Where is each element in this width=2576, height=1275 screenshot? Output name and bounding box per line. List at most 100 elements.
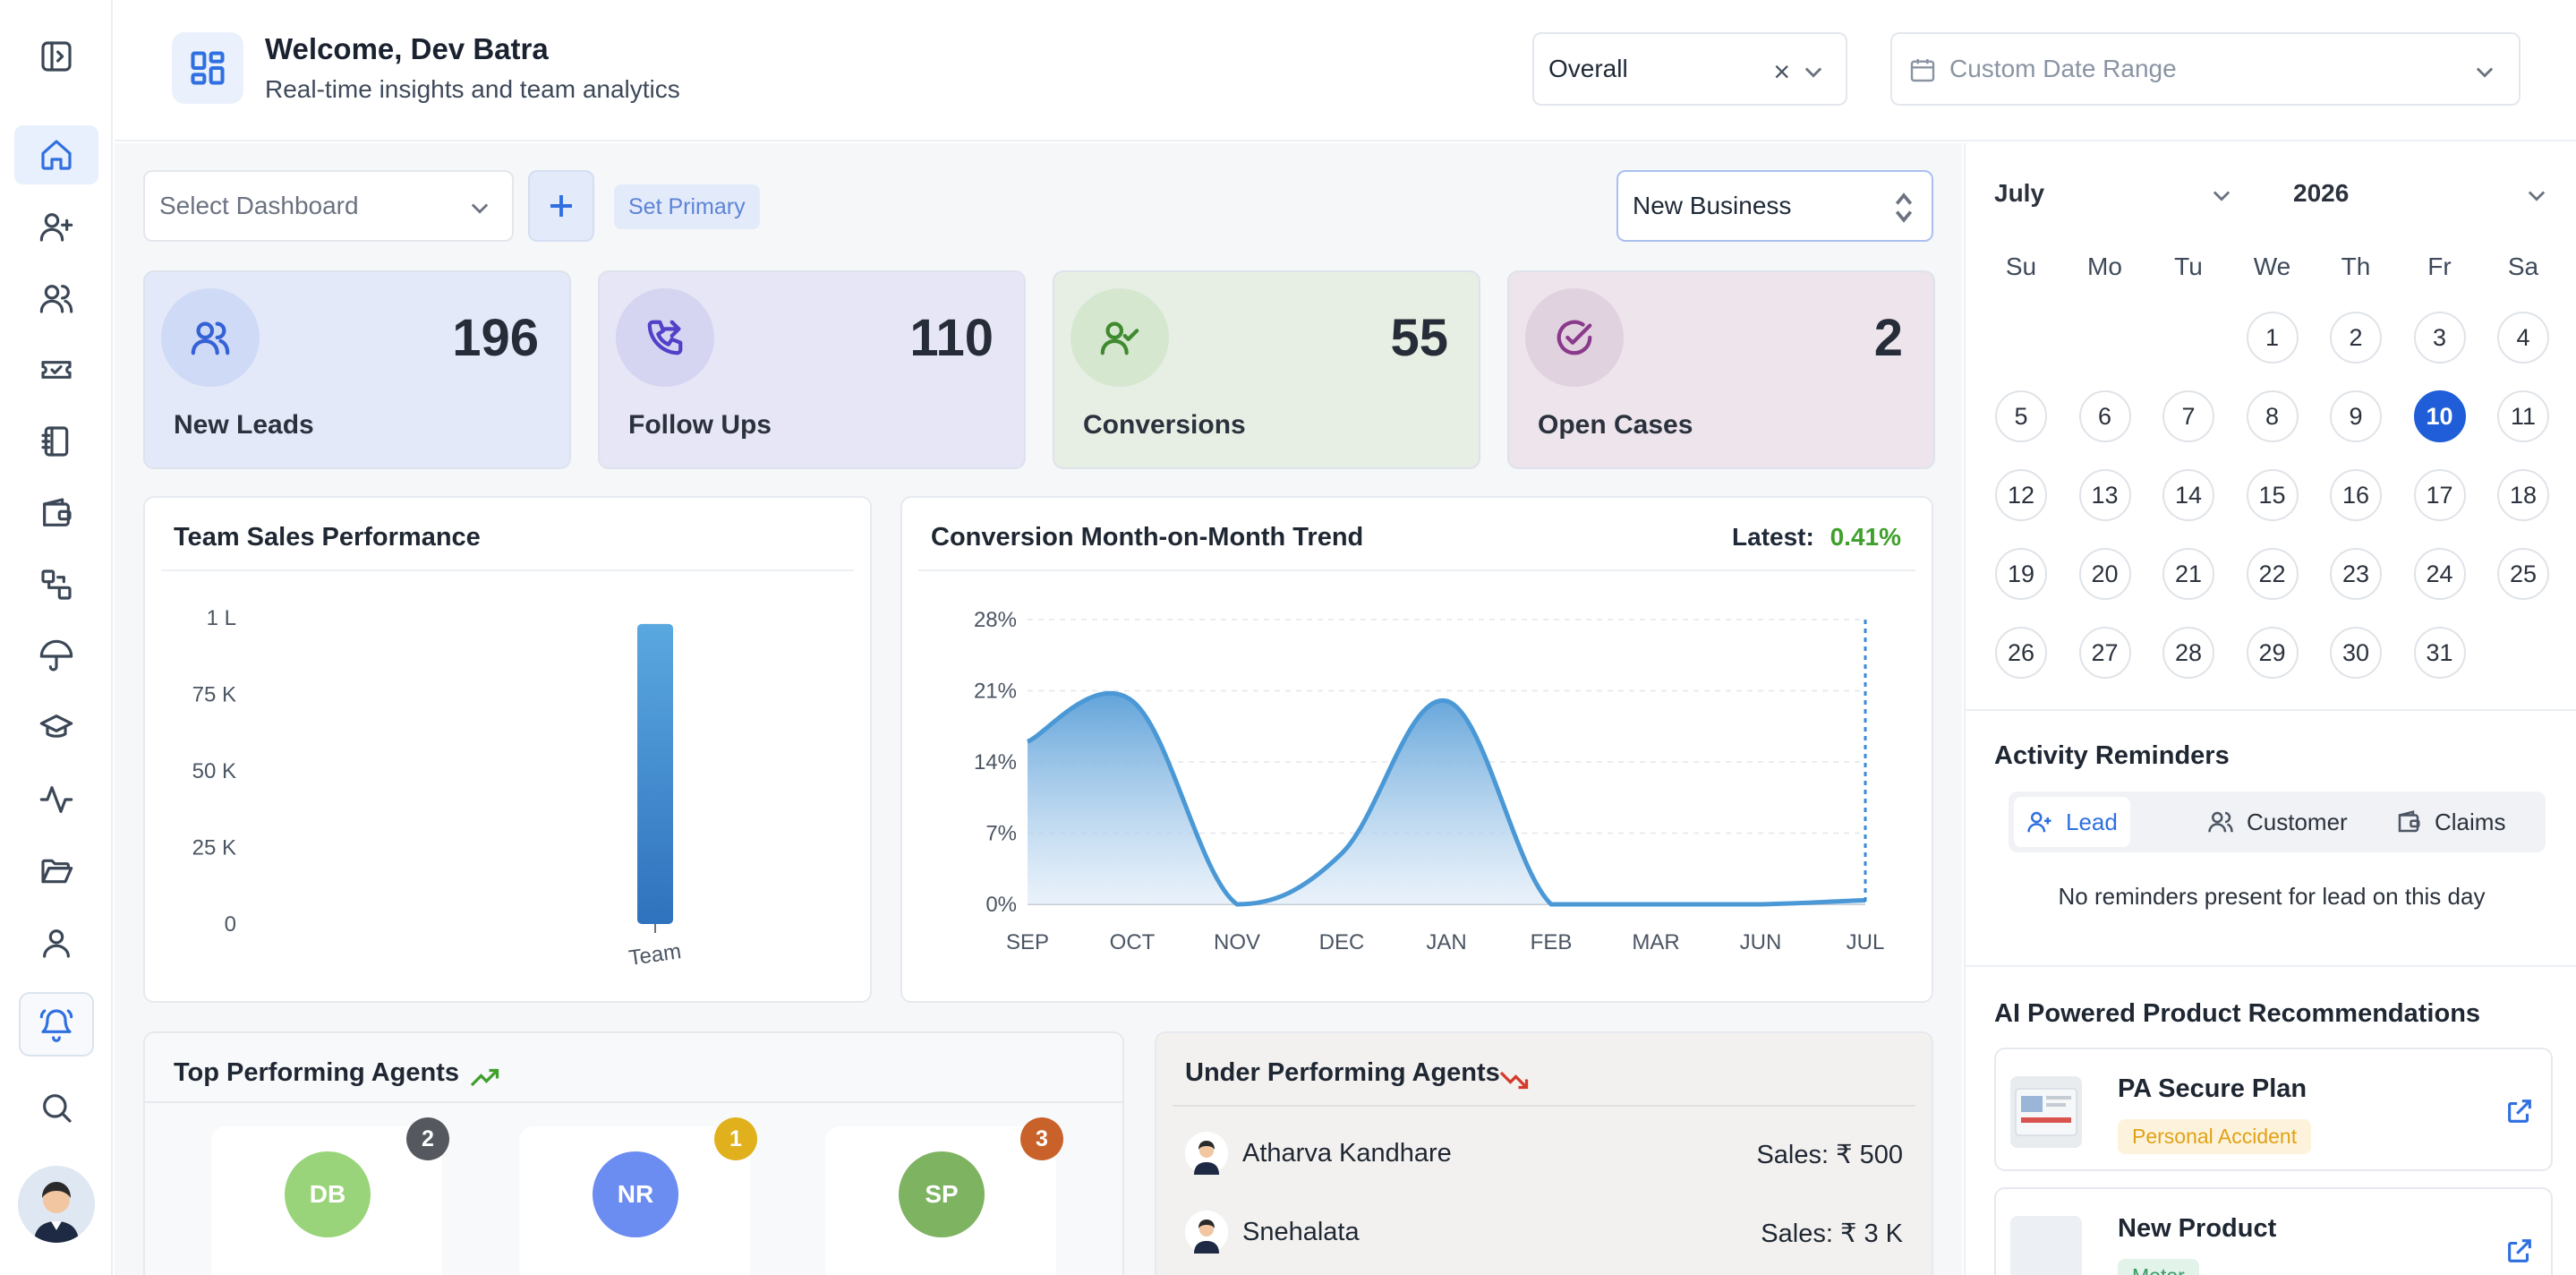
sidebar-item-tickets[interactable] — [14, 340, 98, 399]
product-card[interactable]: New Product Motor — [1994, 1187, 2553, 1275]
users-icon — [2208, 811, 2233, 833]
clear-icon[interactable]: × — [1773, 56, 1790, 88]
stat-card-open-cases[interactable]: 2 Open Cases — [1507, 270, 1935, 469]
sidebar-item-profile[interactable] — [14, 913, 98, 972]
calendar-day[interactable]: 4 — [2497, 312, 2549, 364]
phone-forward-icon — [616, 288, 714, 387]
calendar-day[interactable]: 2 — [2330, 312, 2382, 364]
sidebar-item-search[interactable] — [14, 1078, 98, 1137]
calendar-day[interactable]: 5 — [1995, 390, 2047, 442]
x-tick-label: DEC — [1319, 930, 1365, 954]
add-dashboard-button[interactable] — [528, 170, 594, 242]
calendar-day[interactable]: 20 — [2078, 548, 2131, 600]
tab-lead[interactable]: Lead — [2014, 797, 2130, 847]
sidebar-item-insurance[interactable] — [14, 627, 98, 686]
sidebar-item-team[interactable] — [14, 269, 98, 328]
under-agent-row[interactable]: Snehalata Sales: ₹ 3 K — [1185, 1202, 1903, 1264]
calendar-day[interactable]: 15 — [2246, 469, 2299, 521]
calendar-day[interactable]: 18 — [2497, 469, 2549, 521]
divider — [145, 1101, 1122, 1103]
set-primary-button[interactable]: Set Primary — [614, 184, 760, 229]
calendar-day[interactable]: 8 — [2246, 390, 2299, 442]
x-tick-label: Team — [627, 939, 683, 971]
calendar-day[interactable]: 10 — [2413, 390, 2466, 442]
agent-name: Snehalata — [1242, 1218, 1360, 1246]
divider — [1173, 1105, 1915, 1107]
calendar-day[interactable]: 3 — [2413, 312, 2466, 364]
tab-customer[interactable]: Customer — [2195, 797, 2360, 847]
sidebar-item-documents[interactable] — [14, 842, 98, 901]
y-tick-label: 7% — [985, 822, 1017, 846]
tab-label: Customer — [2247, 808, 2348, 835]
y-tick-label: 50 K — [192, 759, 236, 783]
calendar-day[interactable]: 12 — [1995, 469, 2047, 521]
calendar-day[interactable]: 1 — [2246, 312, 2299, 364]
stat-card-new-leads[interactable]: 196 New Leads — [143, 270, 571, 469]
top-agent-card[interactable]: DB 2 — [211, 1117, 449, 1275]
plus-icon — [550, 195, 572, 217]
calendar-day[interactable]: 22 — [2246, 548, 2299, 600]
agent-sales: Sales: ₹ 500 — [1756, 1141, 1903, 1169]
calendar-day[interactable]: 19 — [1995, 548, 2047, 600]
divider — [161, 569, 854, 571]
calendar-day[interactable]: 27 — [2078, 627, 2131, 679]
scope-select[interactable]: Overall × — [1532, 32, 1847, 106]
calendar-day[interactable]: 29 — [2246, 627, 2299, 679]
search-icon — [43, 1094, 72, 1123]
right-panel: July 2026 Su Mo Tu We Th Fr Sa 1 2 3 4 5 6 7 8 9 10 11 12 1… — [1964, 143, 2576, 1275]
calendar-day[interactable]: 21 — [2162, 548, 2214, 600]
sidebar-item-wallet[interactable] — [14, 483, 98, 543]
calendar-day[interactable]: 17 — [2413, 469, 2466, 521]
external-link-icon[interactable] — [2504, 1096, 2535, 1131]
sidebar-item-workflow[interactable] — [14, 555, 98, 614]
business-type-select[interactable]: New Business — [1616, 170, 1933, 242]
sidebar-item-reports[interactable] — [14, 412, 98, 471]
sidebar-toggle-button[interactable] — [14, 27, 98, 86]
calendar-day[interactable]: 31 — [2413, 627, 2466, 679]
year-select[interactable]: 2026 — [2293, 179, 2350, 207]
sidebar-item-activity[interactable] — [14, 770, 98, 829]
user-plus-icon — [2027, 811, 2051, 833]
calendar-day[interactable]: 6 — [2078, 390, 2131, 442]
top-agent-card[interactable]: NR 1 — [519, 1117, 757, 1275]
x-tick-label: JAN — [1426, 930, 1466, 954]
dashboard-grid-icon — [191, 51, 225, 85]
calendar-day[interactable]: 13 — [2078, 469, 2131, 521]
sidebar-item-notifications[interactable] — [19, 992, 94, 1057]
date-range-select[interactable]: Custom Date Range — [1890, 32, 2521, 106]
calendar-day[interactable]: 7 — [2162, 390, 2214, 442]
sidebar-item-home[interactable] — [14, 125, 98, 184]
select-dashboard-dropdown[interactable]: Select Dashboard — [143, 170, 514, 242]
date-range-placeholder: Custom Date Range — [1949, 55, 2177, 82]
stat-card-conversions[interactable]: 55 Conversions — [1053, 270, 1480, 469]
calendar-day[interactable]: 16 — [2330, 469, 2382, 521]
x-tick-label: JUL — [1847, 930, 1885, 954]
top-agent-card[interactable]: SP 3 — [825, 1117, 1063, 1275]
sidebar-item-add-lead[interactable] — [14, 197, 98, 256]
user-avatar[interactable] — [18, 1166, 95, 1243]
stat-label: Open Cases — [1538, 410, 1693, 440]
product-tag: Personal Accident — [2118, 1119, 2312, 1154]
stat-label: New Leads — [174, 410, 314, 440]
y-tick-label: 0% — [985, 893, 1017, 917]
stat-card-follow-ups[interactable]: 110 Follow Ups — [598, 270, 1026, 469]
dashboard-logo — [172, 32, 243, 104]
recommendations-title: AI Powered Product Recommendations — [1994, 999, 2481, 1028]
sidebar-item-training[interactable] — [14, 698, 98, 757]
month-select[interactable]: July — [1994, 179, 2045, 207]
calendar-day[interactable]: 25 — [2497, 548, 2549, 600]
external-link-icon[interactable] — [2504, 1236, 2535, 1271]
divider — [1966, 965, 2576, 967]
calendar-day[interactable]: 9 — [2330, 390, 2382, 442]
calendar-day[interactable]: 30 — [2330, 627, 2382, 679]
calendar-day[interactable]: 28 — [2162, 627, 2214, 679]
under-agent-row[interactable]: Atharva Kandhare Sales: ₹ 500 — [1185, 1123, 1903, 1185]
calendar-day[interactable]: 26 — [1995, 627, 2047, 679]
calendar-day[interactable]: 11 — [2497, 390, 2549, 442]
product-card[interactable]: PA Secure Plan Personal Accident — [1994, 1048, 2553, 1171]
calendar-day[interactable]: 23 — [2330, 548, 2382, 600]
calendar-day[interactable]: 24 — [2413, 548, 2466, 600]
tab-claims[interactable]: Claims — [2383, 797, 2518, 847]
calendar-day[interactable]: 14 — [2162, 469, 2214, 521]
ticket-icon — [41, 361, 72, 379]
